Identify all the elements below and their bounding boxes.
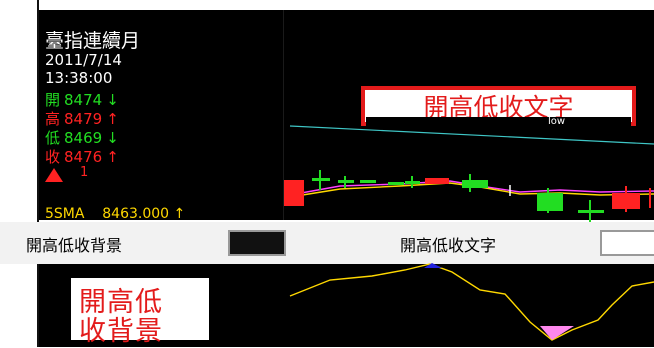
text-color-sample: low xyxy=(548,116,566,127)
indicator-line xyxy=(289,263,654,341)
left-divider xyxy=(37,0,39,347)
low-row: 低 8469 ↓ xyxy=(45,127,123,148)
high-value: 8479 xyxy=(64,110,103,128)
background-callout-line1: 開高低 xyxy=(79,287,163,318)
indicator-peak-fill xyxy=(424,263,442,268)
sma-value: 8463.000 xyxy=(102,206,170,222)
instrument-name: 臺指連續月 xyxy=(45,30,141,52)
low-value: 8469 xyxy=(64,129,103,147)
text-color-swatch[interactable] xyxy=(600,230,654,256)
up-arrow-icon: ↑ xyxy=(106,148,119,166)
candle xyxy=(312,178,330,181)
sma-label: 5SMA xyxy=(45,206,85,222)
up-arrow-icon: ↑ xyxy=(173,206,186,222)
sma-readout: 5SMA 8463.000 ↑ xyxy=(45,206,185,222)
low-label: 低 xyxy=(45,129,61,147)
upper-trend-line xyxy=(289,125,654,145)
color-settings-bar: 開高低收背景 開高低收文字 xyxy=(0,222,654,264)
candle xyxy=(462,180,488,188)
open-value: 8474 xyxy=(64,91,103,109)
high-row: 高 8479 ↑ xyxy=(45,108,123,129)
candle xyxy=(338,180,354,183)
close-value: 8476 xyxy=(64,148,103,166)
candle xyxy=(388,182,404,185)
quote-date: 2011/7/14 xyxy=(45,51,122,69)
up-count: 1 xyxy=(80,165,89,180)
candle xyxy=(537,193,563,211)
candle xyxy=(578,210,604,213)
text-color-label: 開高低收文字 xyxy=(400,236,497,255)
down-arrow-icon: ↓ xyxy=(106,91,119,109)
candle xyxy=(425,178,449,184)
open-label: 開 xyxy=(45,91,61,109)
high-label: 高 xyxy=(45,110,61,128)
candle xyxy=(360,180,376,183)
background-color-callout: 開高低 收背景 xyxy=(71,278,209,347)
background-callout-line2: 收背景 xyxy=(79,316,163,347)
candle xyxy=(612,193,640,209)
indicator-trough-fill xyxy=(540,326,574,340)
down-arrow-icon: ↓ xyxy=(106,129,119,147)
text-color-sample-bar: low xyxy=(366,116,631,127)
background-color-label: 開高低收背景 xyxy=(26,236,123,255)
close-label: 收 xyxy=(45,148,61,166)
chart-divider xyxy=(283,10,284,220)
candle xyxy=(405,181,420,184)
close-row: 收 8476 ↑ xyxy=(45,146,123,167)
candle xyxy=(284,180,304,206)
open-row: 開 8474 ↓ xyxy=(45,89,123,110)
up-arrow-icon: ↑ xyxy=(106,110,119,128)
up-triangle-icon xyxy=(45,168,63,182)
background-color-swatch[interactable] xyxy=(228,230,286,256)
left-margin xyxy=(0,0,38,347)
quote-time: 13:38:00 xyxy=(45,69,113,87)
